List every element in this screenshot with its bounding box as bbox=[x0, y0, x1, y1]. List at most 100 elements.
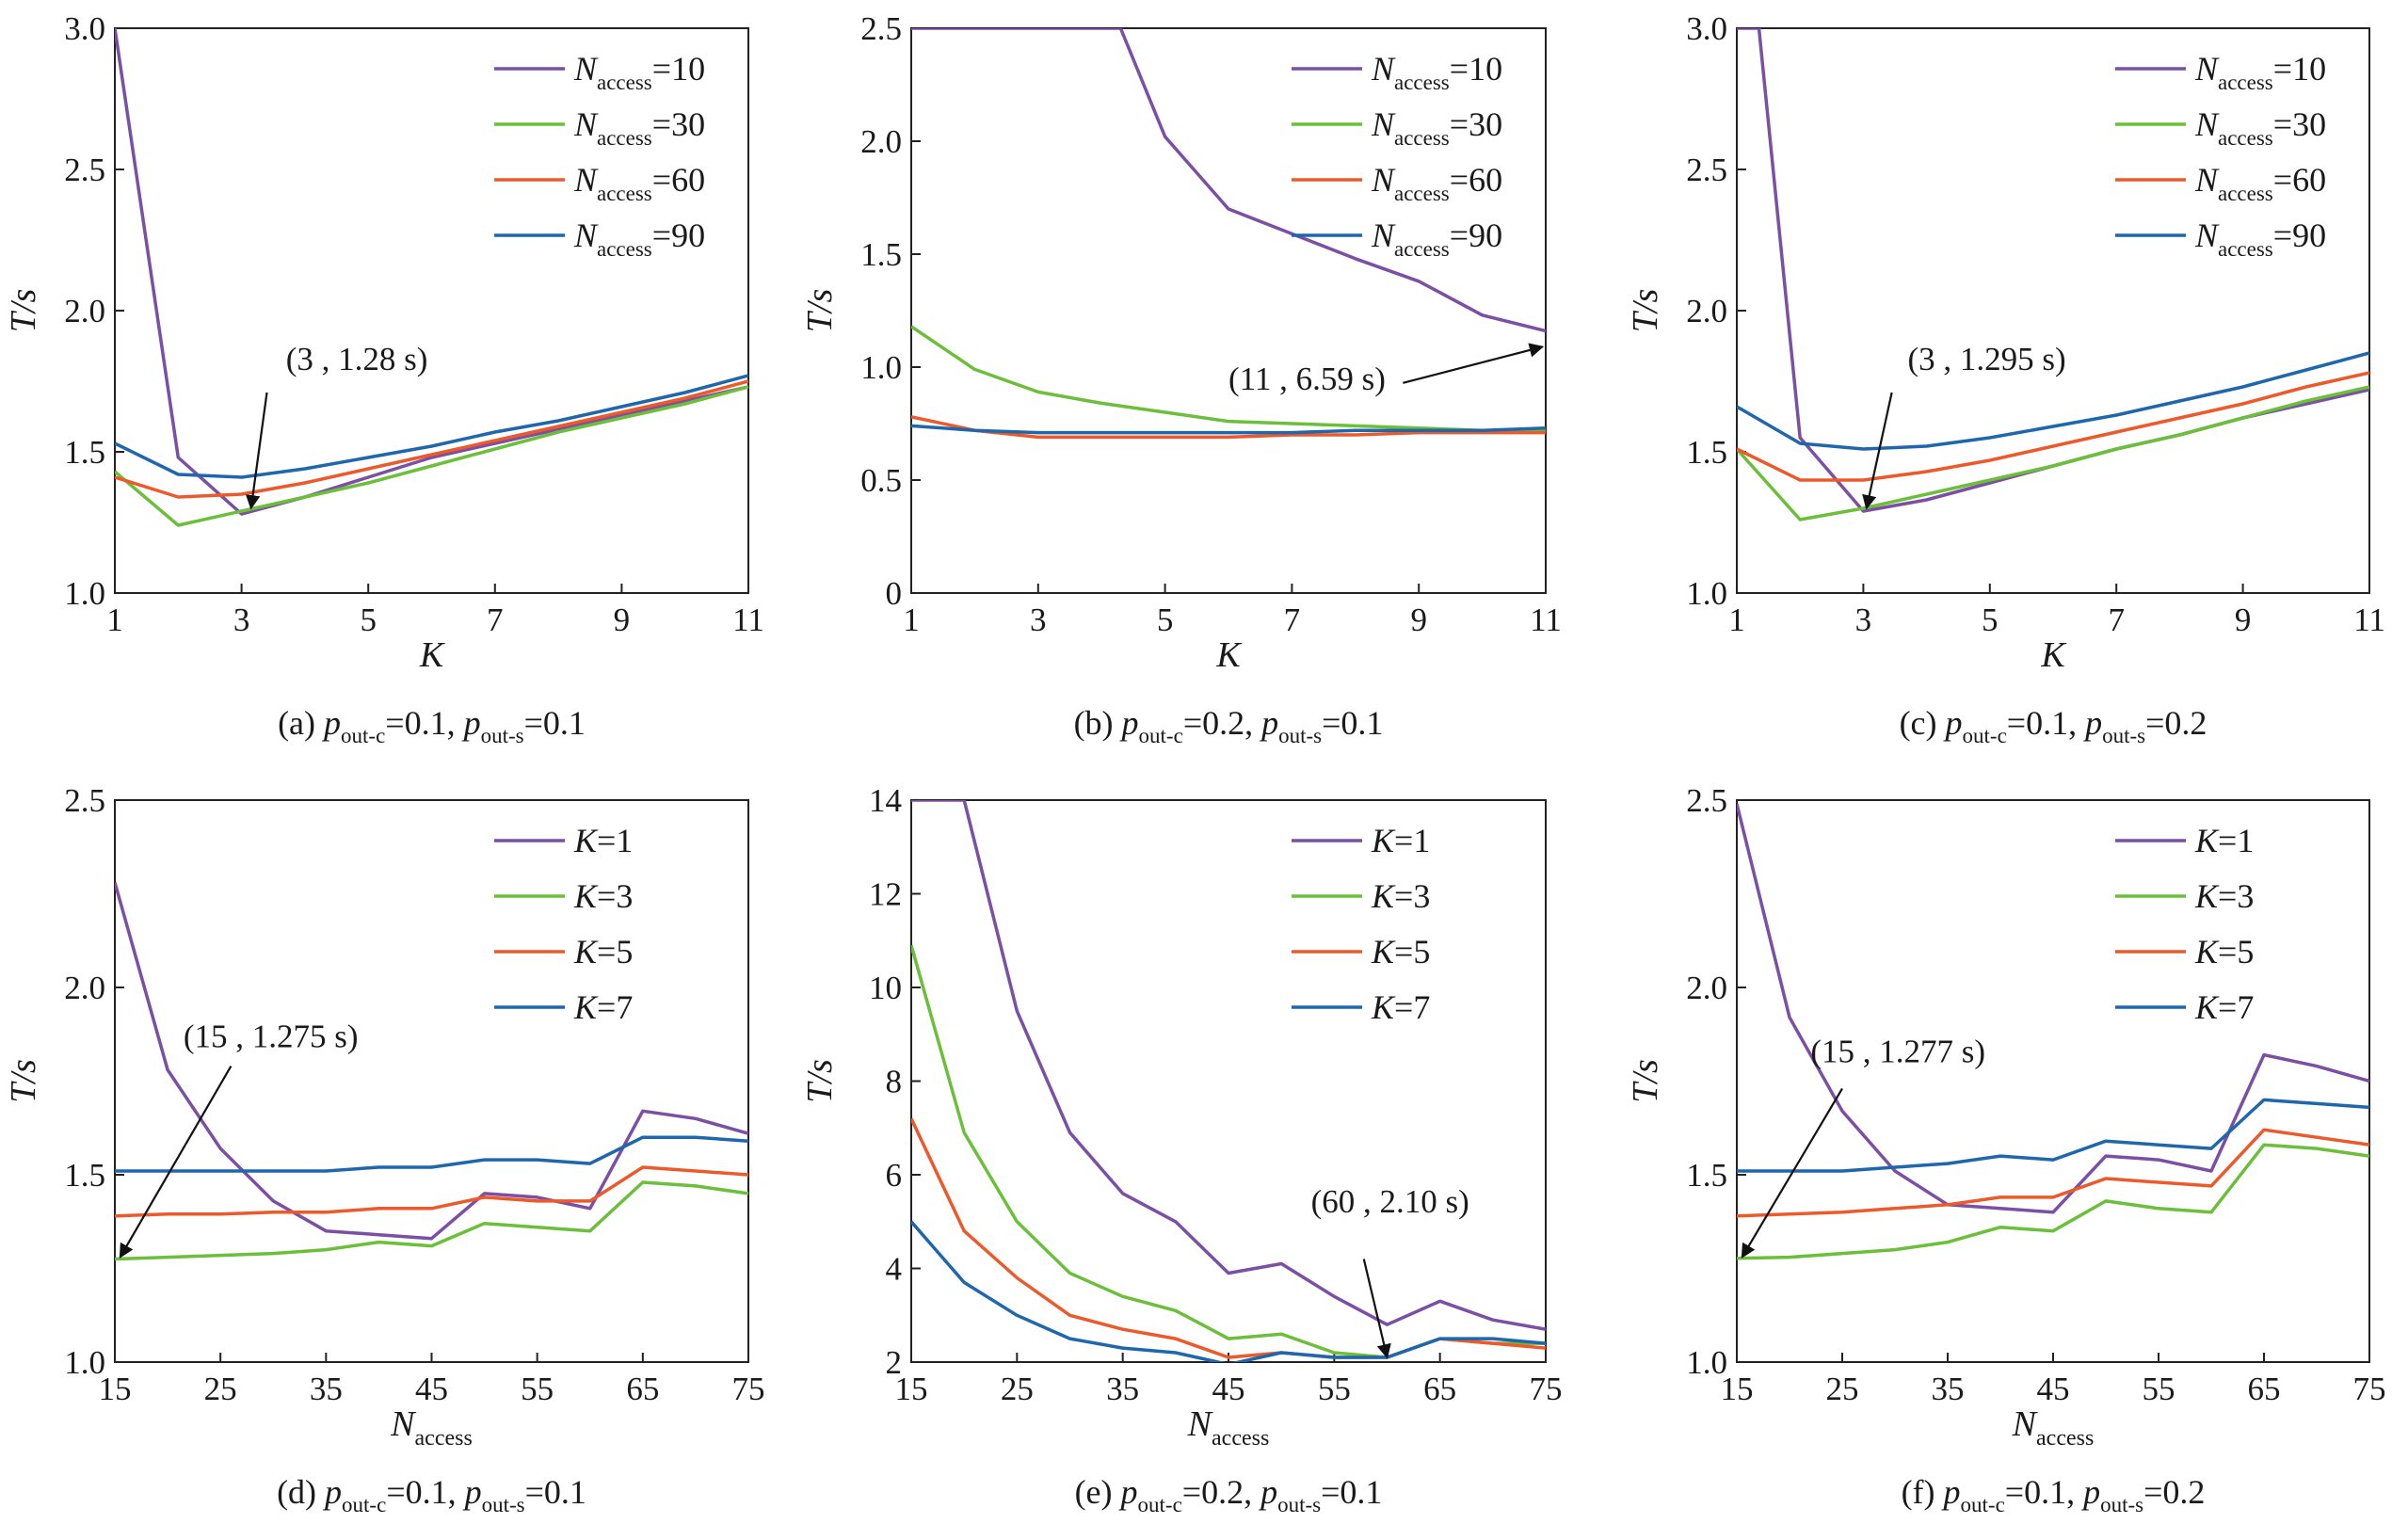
panel-caption: (b) pout-c=0.2, pout-s=0.1 bbox=[1074, 704, 1384, 747]
x-axis-label: K bbox=[2040, 635, 2066, 675]
x-tick-label: 11 bbox=[1530, 602, 1562, 638]
legend-entry: K=3 bbox=[2194, 877, 2254, 915]
legend-value: =90 bbox=[2273, 217, 2326, 254]
caption-sub-2: out-s bbox=[482, 1493, 525, 1516]
annotation-text: (11 , 6.59 s) bbox=[1228, 361, 1386, 397]
series-line-4 bbox=[115, 1135, 748, 1173]
legend-main: N bbox=[573, 50, 599, 88]
series-line-4 bbox=[911, 1220, 1546, 1362]
x-tick-label: 9 bbox=[1410, 602, 1427, 638]
legend-entry: K=3 bbox=[1371, 877, 1430, 915]
legend-entry: K=1 bbox=[573, 822, 633, 859]
legend-main: K bbox=[1371, 933, 1396, 971]
panel-caption: (f) pout-c=0.1, pout-s=0.2 bbox=[1902, 1473, 2206, 1516]
series-line-4 bbox=[1737, 351, 2369, 451]
legend-value: =90 bbox=[652, 217, 705, 254]
y-axis-label: T/s bbox=[800, 1059, 840, 1102]
y-tick-label: 3.0 bbox=[1686, 10, 1727, 47]
plot-frame bbox=[910, 27, 1547, 594]
x-tick-label: 25 bbox=[204, 1371, 237, 1407]
caption-value-2: =0.1 bbox=[524, 704, 586, 742]
legend-main: K bbox=[1371, 988, 1396, 1026]
y-tick-label: 6 bbox=[886, 1157, 903, 1194]
caption-param-1: p bbox=[1941, 1473, 1961, 1511]
caption-sub-2: out-s bbox=[481, 724, 524, 747]
caption-param-2: p bbox=[2080, 1473, 2100, 1511]
annotation-arrow bbox=[1362, 1259, 1391, 1359]
x-tick-label: 75 bbox=[732, 1371, 765, 1407]
legend-sub: access bbox=[2218, 237, 2273, 261]
caption-value-1: =0.2, bbox=[1182, 1473, 1260, 1511]
x-tick-label: 55 bbox=[1318, 1371, 1351, 1407]
series-line-3 bbox=[1737, 1128, 2369, 1218]
x-tick-label: 7 bbox=[1284, 602, 1301, 638]
x-tick-label: 7 bbox=[2108, 602, 2125, 638]
x-axis-label-main: K bbox=[2040, 635, 2066, 675]
x-tick-label: 7 bbox=[487, 602, 504, 638]
legend-main: K bbox=[1371, 877, 1396, 915]
series-group bbox=[911, 800, 1546, 1362]
series-line-2 bbox=[911, 944, 1546, 1359]
caption-sub-2: out-s bbox=[2102, 724, 2145, 747]
y-tick-label: 8 bbox=[886, 1064, 903, 1100]
annotation-arrow bbox=[245, 392, 268, 510]
x-tick-label: 75 bbox=[2353, 1371, 2386, 1407]
x-tick-label: 11 bbox=[732, 602, 764, 638]
legend-value: =7 bbox=[597, 988, 633, 1026]
legend-value: =10 bbox=[1450, 50, 1502, 88]
legend-main: N bbox=[1371, 50, 1396, 88]
legend-sub: access bbox=[2218, 71, 2273, 94]
legend-sub: access bbox=[2218, 182, 2273, 205]
series-line-1 bbox=[115, 882, 748, 1241]
legend-value: =3 bbox=[2218, 877, 2254, 915]
legend-main: N bbox=[573, 105, 599, 143]
x-axis-label-main: K bbox=[1215, 635, 1242, 675]
x-tick-label: 15 bbox=[895, 1371, 928, 1407]
series-line-1 bbox=[1737, 28, 2369, 513]
legend-value: =1 bbox=[1394, 822, 1430, 859]
series-group bbox=[115, 882, 748, 1261]
legend-value: =60 bbox=[2273, 161, 2326, 199]
series-line-4 bbox=[911, 424, 1546, 435]
x-axis-label-sub: access bbox=[1212, 1426, 1269, 1451]
series-group bbox=[1737, 28, 2369, 521]
plot-frame bbox=[1736, 799, 2370, 1363]
y-tick-label: 1.5 bbox=[64, 434, 105, 471]
x-tick-label: 15 bbox=[99, 1371, 132, 1407]
legend-main: N bbox=[573, 161, 599, 199]
x-tick-label: 75 bbox=[1530, 1371, 1563, 1407]
legend-main: N bbox=[2194, 161, 2220, 199]
x-axis-label: Naccess bbox=[390, 1404, 473, 1451]
series-line-1 bbox=[1737, 803, 2369, 1214]
series-group bbox=[911, 28, 1546, 440]
legend-main: K bbox=[573, 988, 599, 1026]
legend-value: =60 bbox=[652, 161, 705, 199]
legend-value: =30 bbox=[2273, 105, 2326, 143]
legend-sub: access bbox=[597, 71, 652, 94]
caption-sub-1: out-c bbox=[1139, 724, 1183, 747]
x-tick-label: 5 bbox=[1157, 602, 1174, 638]
x-tick-label: 5 bbox=[1982, 602, 1999, 638]
y-tick-label: 14 bbox=[869, 782, 902, 819]
annotation-arrow bbox=[1862, 392, 1893, 510]
legend-entry: K=5 bbox=[2194, 933, 2254, 971]
legend-value: =30 bbox=[1450, 105, 1502, 143]
panel-caption: (d) pout-c=0.1, pout-s=0.1 bbox=[277, 1473, 586, 1516]
x-axis-label: K bbox=[419, 635, 445, 675]
caption-param-2: p bbox=[1259, 704, 1278, 742]
legend-main: K bbox=[2194, 822, 2220, 859]
legend-main: K bbox=[2194, 877, 2220, 915]
caption-value-2: =0.1 bbox=[1321, 1473, 1382, 1511]
x-tick-label: 1 bbox=[903, 602, 920, 638]
x-tick-label: 65 bbox=[2248, 1371, 2281, 1407]
series-line-4 bbox=[1737, 1098, 2369, 1173]
caption-param-2: p bbox=[462, 1473, 482, 1511]
panel-a: 1.01.52.02.53.01 3 5 7 9 11T/sKNaccess=10Nacc… bbox=[4, 10, 764, 747]
caption-value-1: =0.1, bbox=[386, 1473, 464, 1511]
x-axis-label-sub: access bbox=[415, 1426, 473, 1451]
legend-sub: access bbox=[597, 237, 652, 261]
legend-entry: Naccess=60 bbox=[2194, 161, 2326, 205]
y-tick-label: 0.5 bbox=[860, 462, 902, 499]
annotation-text: (3 , 1.295 s) bbox=[1907, 341, 2065, 377]
